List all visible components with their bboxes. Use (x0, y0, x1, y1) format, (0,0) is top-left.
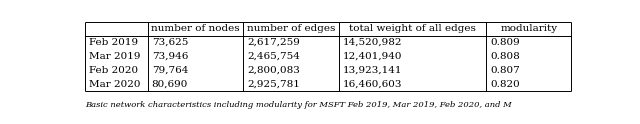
Text: 80,690: 80,690 (152, 80, 188, 89)
Text: Mar 2019: Mar 2019 (89, 52, 140, 61)
Text: 73,625: 73,625 (152, 38, 188, 47)
Text: modularity: modularity (500, 24, 557, 33)
Text: total weight of all edges: total weight of all edges (349, 24, 476, 33)
Text: 0.808: 0.808 (490, 52, 520, 61)
Text: Mar 2020: Mar 2020 (89, 80, 140, 89)
Text: number of edges: number of edges (247, 24, 335, 33)
Text: number of nodes: number of nodes (151, 24, 240, 33)
Text: 2,925,781: 2,925,781 (247, 80, 300, 89)
Text: 2,465,754: 2,465,754 (247, 52, 300, 61)
Text: 2,617,259: 2,617,259 (247, 38, 300, 47)
Text: 14,520,982: 14,520,982 (343, 38, 403, 47)
Text: 0.820: 0.820 (490, 80, 520, 89)
Text: Basic network characteristics including modularity for MSFT Feb 2019, Mar 2019, : Basic network characteristics including … (85, 101, 512, 109)
Text: 13,923,141: 13,923,141 (343, 66, 403, 75)
Text: 79,764: 79,764 (152, 66, 188, 75)
Text: 16,460,603: 16,460,603 (343, 80, 403, 89)
Text: 73,946: 73,946 (152, 52, 188, 61)
Text: Feb 2020: Feb 2020 (89, 66, 138, 75)
Text: 2,800,083: 2,800,083 (247, 66, 300, 75)
Text: 0.807: 0.807 (490, 66, 520, 75)
Text: 12,401,940: 12,401,940 (343, 52, 403, 61)
Text: Feb 2019: Feb 2019 (89, 38, 138, 47)
Text: 0.809: 0.809 (490, 38, 520, 47)
